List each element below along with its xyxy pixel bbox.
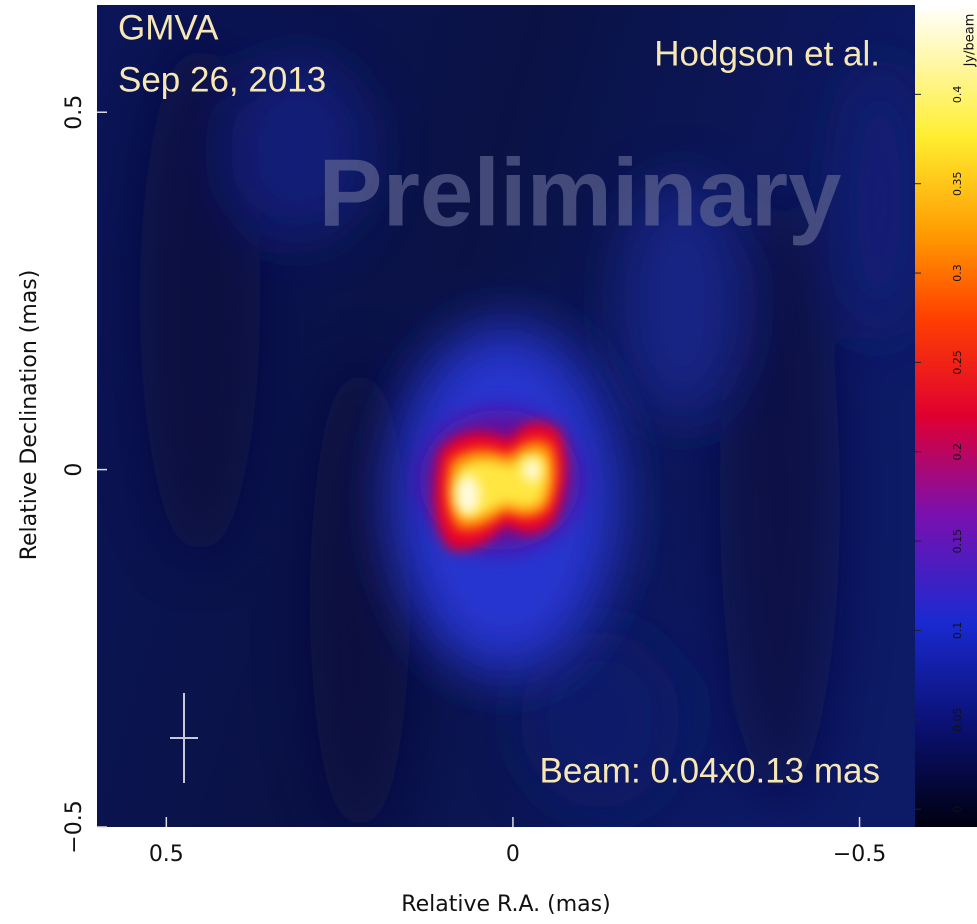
colorbar-tick-label: 0: [951, 806, 964, 813]
x-tick-label: −0.5: [833, 842, 886, 867]
x-axis-label: Relative R.A. (mas): [401, 892, 610, 917]
colorbar-tick-label: 0.3: [951, 264, 964, 282]
map-image: [97, 5, 915, 827]
y-axis-label: Relative Declination (mas): [17, 270, 42, 561]
colorbar-label: Jy/beam: [963, 14, 977, 68]
colorbar-tick-label: 0.05: [951, 708, 964, 733]
y-tick-label: 0: [62, 463, 87, 477]
x-tick-label: 0: [506, 842, 520, 867]
colorbar-tick-label: 0.35: [951, 171, 964, 196]
colorbar-tick-label: 0.1: [951, 622, 964, 640]
annotation: Beam: 0.04x0.13 mas: [540, 751, 880, 790]
colorbar-tick-label: 0.2: [951, 443, 964, 461]
colorbar: [915, 5, 977, 827]
colorbar-tick-label: 0.25: [951, 350, 964, 375]
y-tick-label: 0.5: [62, 95, 87, 130]
colorbar-tick-label: 0.4: [951, 86, 964, 104]
y-tick-label: −0.5: [62, 800, 87, 853]
watermark: Preliminary: [319, 139, 842, 246]
colorbar-tick-label: 0.15: [951, 529, 964, 554]
beam-marker: [170, 693, 198, 783]
annotation: Sep 26, 2013: [118, 60, 326, 99]
annotation: Hodgson et al.: [654, 34, 880, 73]
annotation: GMVA: [118, 8, 219, 47]
x-tick-label: 0.5: [149, 842, 184, 867]
